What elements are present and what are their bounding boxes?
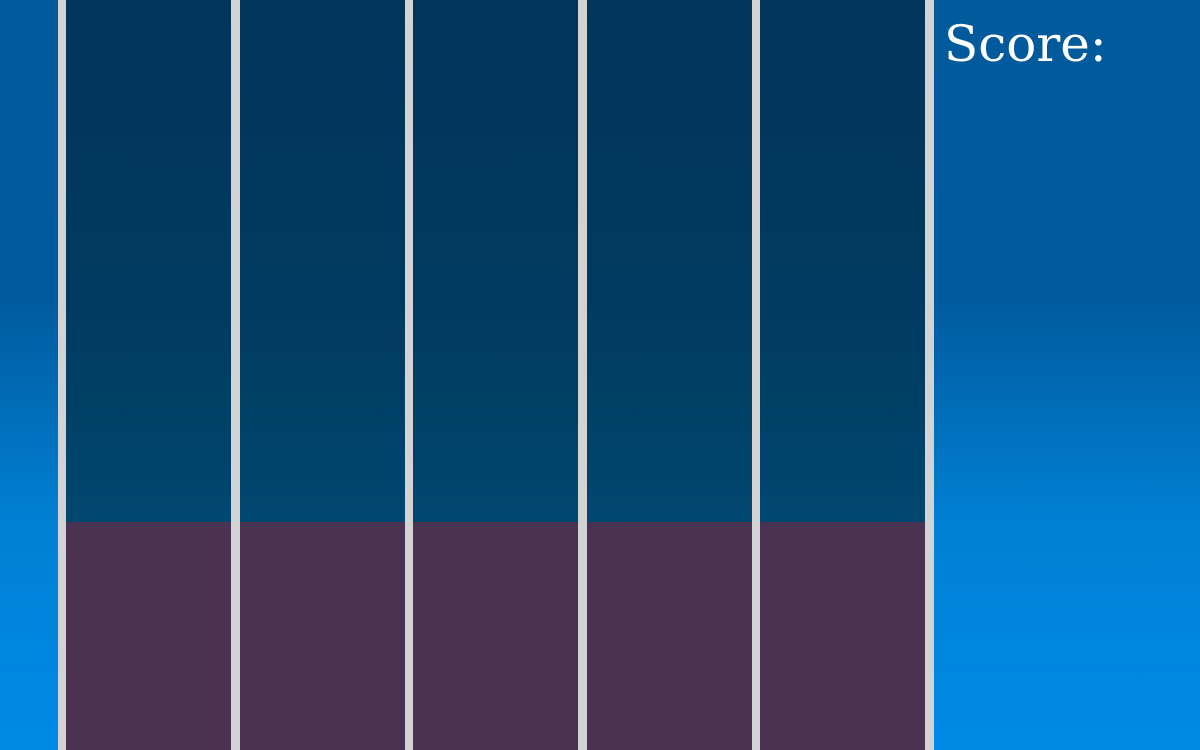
score-label: Score: bbox=[944, 15, 1107, 73]
game-board bbox=[58, 0, 934, 750]
lane-5[interactable] bbox=[760, 0, 925, 750]
lane-4[interactable] bbox=[587, 0, 752, 750]
score-display: Score: bbox=[944, 14, 1115, 74]
lane-3[interactable] bbox=[413, 0, 578, 750]
hit-zone-lane-5 bbox=[760, 522, 925, 750]
hit-zone-lane-1 bbox=[66, 522, 231, 750]
hit-zone-lane-3 bbox=[413, 522, 578, 750]
hit-zone-lane-4 bbox=[587, 522, 752, 750]
lane-1[interactable] bbox=[66, 0, 231, 750]
lane-2[interactable] bbox=[240, 0, 405, 750]
hit-zone-lane-2 bbox=[240, 522, 405, 750]
